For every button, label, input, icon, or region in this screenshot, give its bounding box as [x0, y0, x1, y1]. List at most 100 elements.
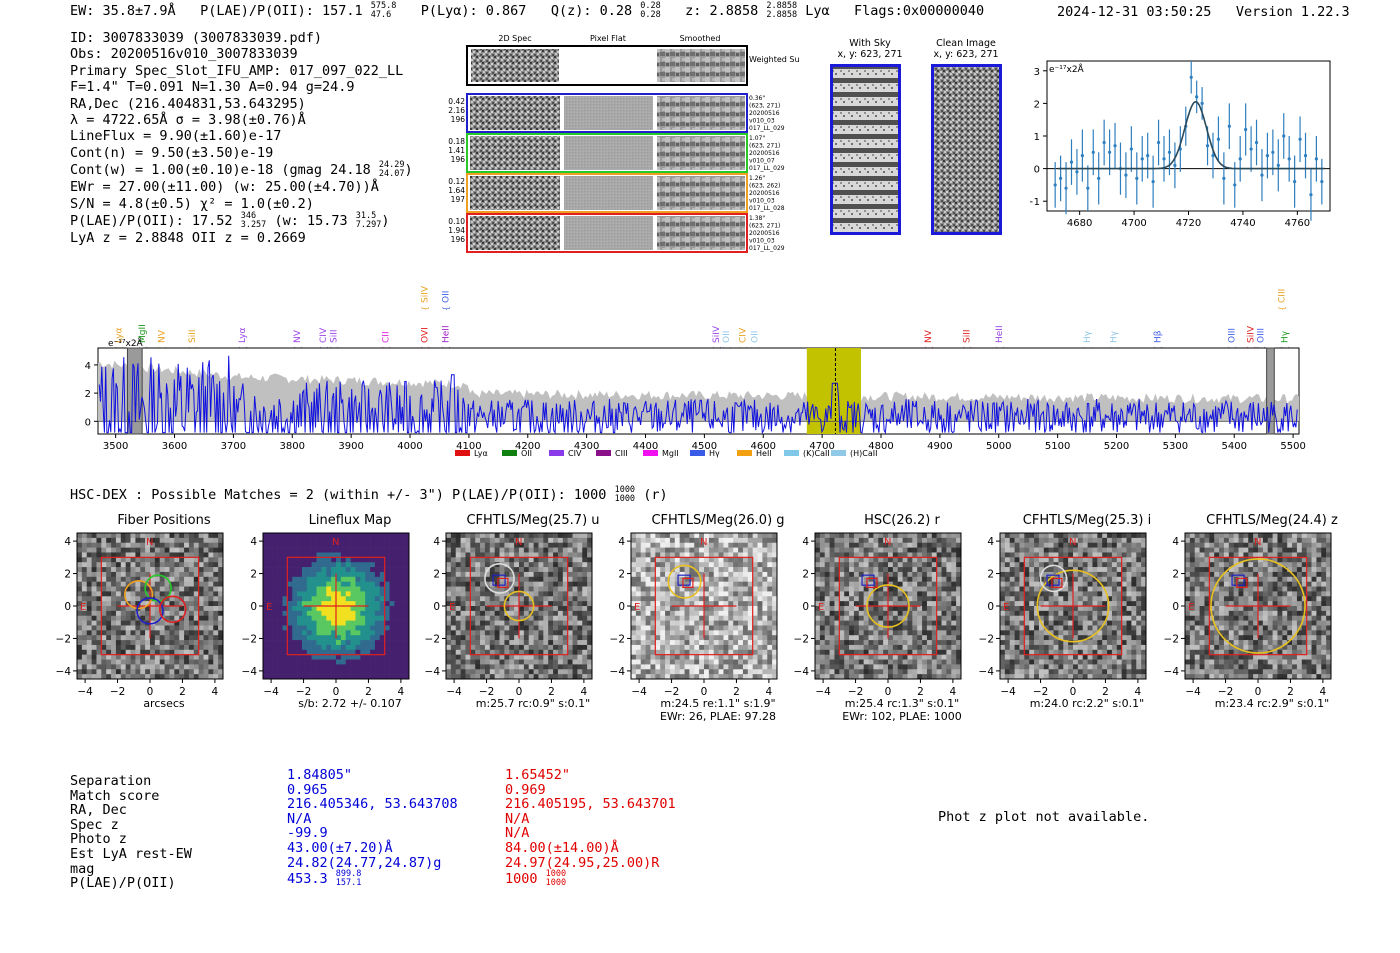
cutout-pixel [350, 562, 356, 568]
cutout-pixel [203, 659, 209, 665]
cutout-pixel [941, 596, 947, 602]
cutout-pixel [494, 576, 500, 582]
cutout-pixel [767, 542, 773, 548]
cutout-pixel [184, 591, 190, 597]
cutout-pixel [679, 547, 685, 553]
cutout-pixel [480, 542, 486, 548]
cutout-pixel [582, 664, 588, 670]
cutout-pixel [665, 630, 671, 636]
cutout-pixel [533, 644, 539, 651]
cutout-pixel [631, 562, 637, 568]
cutout-pixel [562, 654, 568, 660]
cutout-pixel [301, 576, 308, 582]
cutout-pixel [218, 659, 224, 665]
cutout-pixel [844, 562, 850, 568]
cutout-pixel [370, 615, 376, 621]
cutout-pixel [863, 537, 869, 544]
cutout-pixel [384, 644, 390, 651]
cutout-pixel [120, 615, 126, 621]
cutout-pixel [567, 557, 573, 563]
cutout-pixel [404, 630, 410, 636]
cutout-pixel [587, 596, 593, 602]
cutout-pixel [557, 606, 564, 612]
cutout-pixel [499, 664, 505, 670]
cutout-pixel [384, 630, 390, 636]
cutout-pixel [660, 557, 666, 563]
cutout-pixel [470, 576, 476, 582]
cutout-pixel [316, 674, 322, 680]
cutout-pixel [650, 601, 656, 607]
cutout-pixel [135, 625, 141, 631]
cutout-pixel [263, 581, 269, 587]
cutout-pixel [523, 601, 530, 607]
cutout-pixel [704, 601, 710, 607]
cutout-pixel [640, 576, 646, 582]
cutout-pixel [747, 581, 753, 587]
cutout-pixel [450, 640, 457, 646]
cutout-pixel [263, 552, 269, 558]
data-point [1113, 144, 1117, 148]
cutout-pixel [824, 576, 830, 582]
cutout-pixel [951, 571, 957, 578]
cutout-pixel [404, 625, 410, 631]
cutout-pixel [824, 537, 830, 544]
cutout-pixel [91, 552, 97, 558]
cutout-pixel [489, 537, 495, 544]
y-tick-label: 3 [1034, 67, 1040, 78]
cutout-pixel [660, 601, 666, 607]
cutout-pixel [844, 596, 850, 602]
cutout-pixel [365, 615, 371, 621]
cutout-pixel [106, 615, 112, 621]
cutout-pixel [399, 567, 405, 573]
cutout-pixel [311, 649, 317, 655]
cutout-pixel [169, 591, 175, 597]
cutout-pixel [587, 533, 593, 539]
data-point [1102, 140, 1106, 145]
cutout-pixel [873, 591, 879, 597]
cutout-pixel [509, 547, 515, 553]
cutout-pixel [389, 557, 395, 563]
cutout-pixel [888, 562, 894, 568]
cutout-pixel [689, 547, 695, 553]
cutout-pixel [77, 542, 83, 548]
cutout-pixel [917, 586, 923, 592]
cutout-pixel [878, 557, 884, 563]
cutout-pixel [292, 537, 298, 544]
x-tick-label: 4700 [1121, 218, 1146, 229]
x-tick-label: 4800 [868, 441, 893, 452]
cutout-pixel [718, 591, 724, 597]
cutout-pixel [757, 664, 763, 670]
cutout-pixel [306, 562, 312, 568]
cutout-pixel [297, 552, 303, 558]
cutout-pixel [316, 581, 322, 587]
cutout-pixel [738, 567, 744, 573]
data-point [1086, 186, 1090, 190]
cutout-pixel [699, 542, 705, 548]
cutout-pixel [336, 537, 342, 544]
cutout-pixel [747, 576, 753, 582]
cutout-pixel [519, 615, 525, 621]
cutout-pixel [184, 635, 190, 641]
cutout-pixel [106, 654, 112, 660]
cutout-pixel [883, 635, 889, 641]
cutout-pixel [450, 669, 457, 675]
cutout-pixel [557, 659, 564, 665]
cutout-pixel [917, 547, 923, 553]
cutout-pixel [455, 659, 461, 665]
cutout-pixel [873, 562, 879, 568]
cutout-pixel [538, 664, 544, 670]
cutout-pixel [509, 571, 515, 578]
cutout-pixel [733, 620, 739, 626]
cutout-pixel [844, 649, 850, 655]
cutout-pixel [384, 659, 390, 665]
cutout-pixel [631, 596, 637, 602]
cutout-pixel [926, 601, 933, 607]
cutout-pixel [548, 630, 554, 636]
cutout-pixel [587, 552, 593, 558]
cutout-pixel [926, 562, 933, 568]
cutout-pixel [728, 567, 734, 573]
cutout-pixel [370, 586, 376, 592]
cutout-pixel [120, 552, 126, 558]
cutout-pixel [311, 533, 317, 539]
cutout-pixel [635, 659, 642, 665]
